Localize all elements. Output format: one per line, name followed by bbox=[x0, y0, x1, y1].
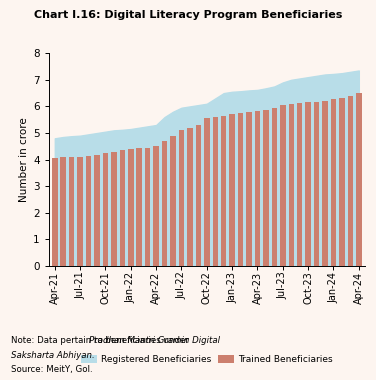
Bar bbox=[238, 113, 243, 266]
Legend: Registered Beneficiaries, Trained Beneficiaries: Registered Beneficiaries, Trained Benefi… bbox=[77, 352, 336, 367]
Bar bbox=[305, 102, 311, 266]
Bar bbox=[94, 155, 100, 266]
Bar bbox=[356, 93, 362, 266]
Bar bbox=[52, 158, 58, 266]
Bar bbox=[120, 150, 125, 266]
Bar bbox=[86, 157, 91, 266]
Bar bbox=[221, 116, 226, 266]
Bar bbox=[331, 99, 336, 266]
Text: Chart I.16: Digital Literacy Program Beneficiaries: Chart I.16: Digital Literacy Program Ben… bbox=[34, 10, 342, 19]
Bar bbox=[187, 128, 193, 266]
Bar bbox=[196, 125, 201, 266]
Bar bbox=[297, 103, 302, 266]
Bar bbox=[170, 136, 176, 266]
Bar bbox=[212, 117, 218, 266]
Bar bbox=[162, 141, 167, 266]
Bar bbox=[246, 112, 252, 266]
Bar bbox=[322, 101, 328, 266]
Bar bbox=[69, 157, 74, 266]
Bar bbox=[263, 109, 269, 266]
Y-axis label: Number in crore: Number in crore bbox=[19, 117, 29, 202]
Bar bbox=[145, 147, 150, 266]
Bar bbox=[339, 98, 345, 266]
Text: Saksharta Abhiyan.: Saksharta Abhiyan. bbox=[11, 351, 95, 360]
Text: Pradhan Mantri Gramin Digital: Pradhan Mantri Gramin Digital bbox=[89, 336, 220, 345]
Text: Source: MeitY, GoI.: Source: MeitY, GoI. bbox=[11, 365, 93, 374]
Bar bbox=[136, 149, 142, 266]
Bar bbox=[77, 157, 83, 266]
Bar bbox=[288, 104, 294, 266]
Bar bbox=[103, 153, 108, 266]
Bar bbox=[229, 114, 235, 266]
Bar bbox=[280, 105, 285, 266]
Text: Note: Data pertain to beneficiaries under: Note: Data pertain to beneficiaries unde… bbox=[11, 336, 192, 345]
Bar bbox=[204, 119, 209, 266]
Bar bbox=[255, 111, 260, 266]
Bar bbox=[153, 146, 159, 266]
Bar bbox=[61, 157, 66, 266]
Bar bbox=[128, 149, 133, 266]
Bar bbox=[271, 108, 277, 266]
Bar bbox=[314, 101, 319, 266]
Bar bbox=[111, 152, 117, 266]
Bar bbox=[179, 130, 184, 266]
Bar bbox=[348, 96, 353, 266]
